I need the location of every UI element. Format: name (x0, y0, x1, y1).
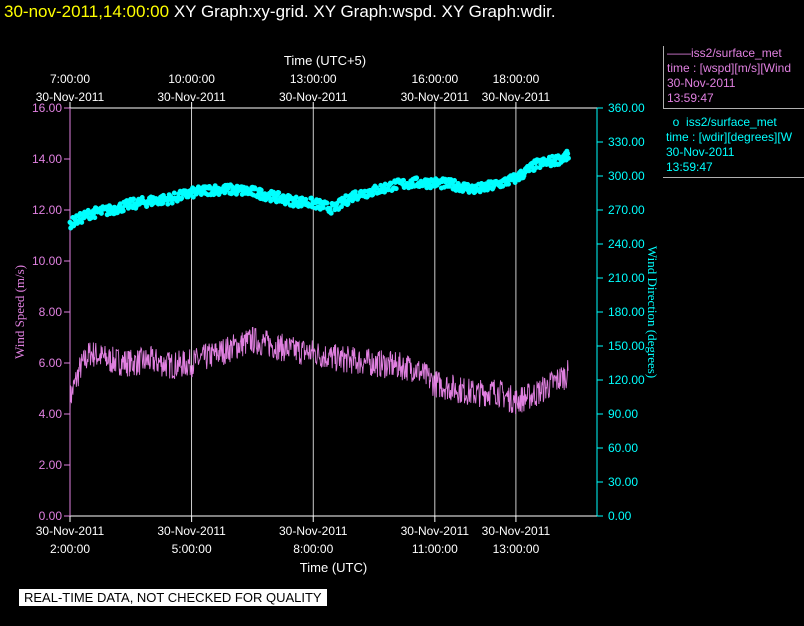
right-tick-label: 0.00 (608, 509, 632, 523)
right-tick-label: 150.00 (608, 339, 645, 353)
right-tick-label: 210.00 (608, 271, 645, 285)
legend: ——iss2/surface_met time : [wspd][m/s][Wi… (663, 46, 804, 178)
right-tick-label: 120.00 (608, 373, 645, 387)
legend-wind-speed: ——iss2/surface_met time : [wspd][m/s][Wi… (663, 46, 804, 109)
wind-direction-point (324, 200, 330, 206)
bottom-tick-time: 5:00:00 (172, 542, 212, 556)
series-wind-speed-line (69, 326, 569, 415)
right-tick-label: 240.00 (608, 237, 645, 251)
right-tick-label: 60.00 (608, 441, 638, 455)
title-graph-list: XY Graph:xy-grid. XY Graph:wspd. XY Grap… (173, 2, 556, 21)
bottom-tick-date: 30-Nov-2011 (401, 524, 470, 538)
wind-direction-point (512, 180, 518, 186)
legend-wind-speed-title: ——iss2/surface_met (667, 46, 804, 61)
legend-wind-speed-name: iss2/surface_met (691, 46, 782, 60)
left-tick-label: 12.00 (32, 203, 62, 217)
top-tick-time: 10:00:00 (168, 72, 215, 86)
top-tick-time: 16:00:00 (411, 72, 458, 86)
wind-direction-point (303, 196, 309, 202)
legend-wind-speed-desc: time : [wspd][m/s][Wind (667, 61, 792, 75)
wind-direction-point (393, 186, 399, 192)
top-tick-time: 7:00:00 (50, 72, 90, 86)
bottom-tick-time: 8:00:00 (293, 542, 333, 556)
wind-direction-point (169, 200, 175, 206)
legend-circle-marker: o (672, 115, 680, 129)
legend-wind-direction: o iss2/surface_met time : [wdir][degrees… (663, 115, 804, 178)
bottom-tick-time: 2:00:00 (50, 542, 90, 556)
legend-line-marker: —— (667, 46, 691, 60)
bottom-tick-date: 30-Nov-2011 (157, 524, 226, 538)
legend-wind-direction-date: 30-Nov-2011 (666, 145, 735, 159)
bottom-tick-time: 13:00:00 (493, 542, 540, 556)
left-tick-label: 14.00 (32, 152, 62, 166)
wind-direction-point (120, 208, 126, 214)
left-tick-label: 0.00 (39, 509, 63, 523)
left-tick-label: 6.00 (39, 356, 63, 370)
bottom-tick-date: 30-Nov-2011 (279, 524, 348, 538)
top-tick-date: 30-Nov-2011 (401, 90, 470, 104)
wind-direction-point (190, 194, 196, 200)
wind-direction-point (565, 155, 571, 161)
wind-direction-point (370, 192, 376, 198)
right-tick-label: 270.00 (608, 203, 645, 217)
wind-direction-point (565, 151, 571, 157)
wind-direction-point (328, 210, 334, 216)
right-axis-title: Wind Direction (degrees) (645, 246, 660, 378)
legend-wind-speed-date: 30-Nov-2011 (667, 76, 736, 90)
legend-wind-speed-time: 13:59:47 (667, 91, 714, 105)
bottom-tick-date: 30-Nov-2011 (482, 524, 551, 538)
wind-direction-point (131, 196, 137, 202)
wind-direction-point (320, 205, 326, 211)
wind-direction-point (92, 215, 98, 221)
left-tick-label: 2.00 (39, 458, 63, 472)
wind-direction-point (293, 194, 299, 200)
quality-disclaimer: REAL-TIME DATA, NOT CHECKED FOR QUALITY (19, 589, 327, 606)
wind-direction-point (373, 185, 379, 191)
left-tick-label: 8.00 (39, 305, 63, 319)
legend-wind-direction-time: 13:59:47 (666, 160, 713, 174)
right-tick-label: 330.00 (608, 135, 645, 149)
chart-title: 30-nov-2011,14:00:00 XY Graph:xy-grid. X… (4, 2, 556, 22)
top-tick-date: 30-Nov-2011 (36, 90, 105, 104)
left-axis-title: Wind Speed (m/s) (12, 265, 27, 359)
top-tick-date: 30-Nov-2011 (482, 90, 551, 104)
wind-direction-point (505, 181, 511, 187)
top-tick-time: 18:00:00 (493, 72, 540, 86)
top-axis-title: Time (UTC+5) (284, 53, 366, 68)
left-tick-label: 16.00 (32, 101, 62, 115)
right-tick-label: 360.00 (608, 101, 645, 115)
wind-direction-point (276, 190, 282, 196)
right-tick-label: 30.00 (608, 475, 638, 489)
right-tick-label: 180.00 (608, 305, 645, 319)
top-tick-date: 30-Nov-2011 (279, 90, 348, 104)
right-tick-label: 300.00 (608, 169, 645, 183)
left-tick-label: 4.00 (39, 407, 63, 421)
top-tick-time: 13:00:00 (290, 72, 337, 86)
bottom-tick-time: 11:00:00 (412, 542, 458, 556)
wind-direction-point (400, 177, 406, 183)
wind-direction-point (79, 219, 85, 225)
title-timestamp: 30-nov-2011,14:00:00 (4, 2, 170, 21)
wind-direction-point (165, 201, 171, 207)
bottom-tick-date: 30-Nov-2011 (36, 524, 105, 538)
plot-frame (69, 107, 598, 517)
legend-wind-direction-title: o iss2/surface_met (666, 115, 804, 130)
wind-direction-point (451, 178, 457, 184)
legend-wind-direction-name: iss2/surface_met (686, 115, 777, 129)
top-tick-date: 30-Nov-2011 (157, 90, 226, 104)
wind-direction-point (268, 198, 274, 204)
right-tick-label: 90.00 (608, 407, 638, 421)
left-tick-label: 10.00 (32, 254, 62, 268)
legend-wind-direction-desc: time : [wdir][degrees][W (666, 130, 793, 144)
wind-direction-point (414, 175, 420, 181)
wind-direction-point (171, 190, 177, 196)
wind-direction-point (526, 168, 532, 174)
bottom-axis-title: Time (UTC) (300, 560, 367, 575)
